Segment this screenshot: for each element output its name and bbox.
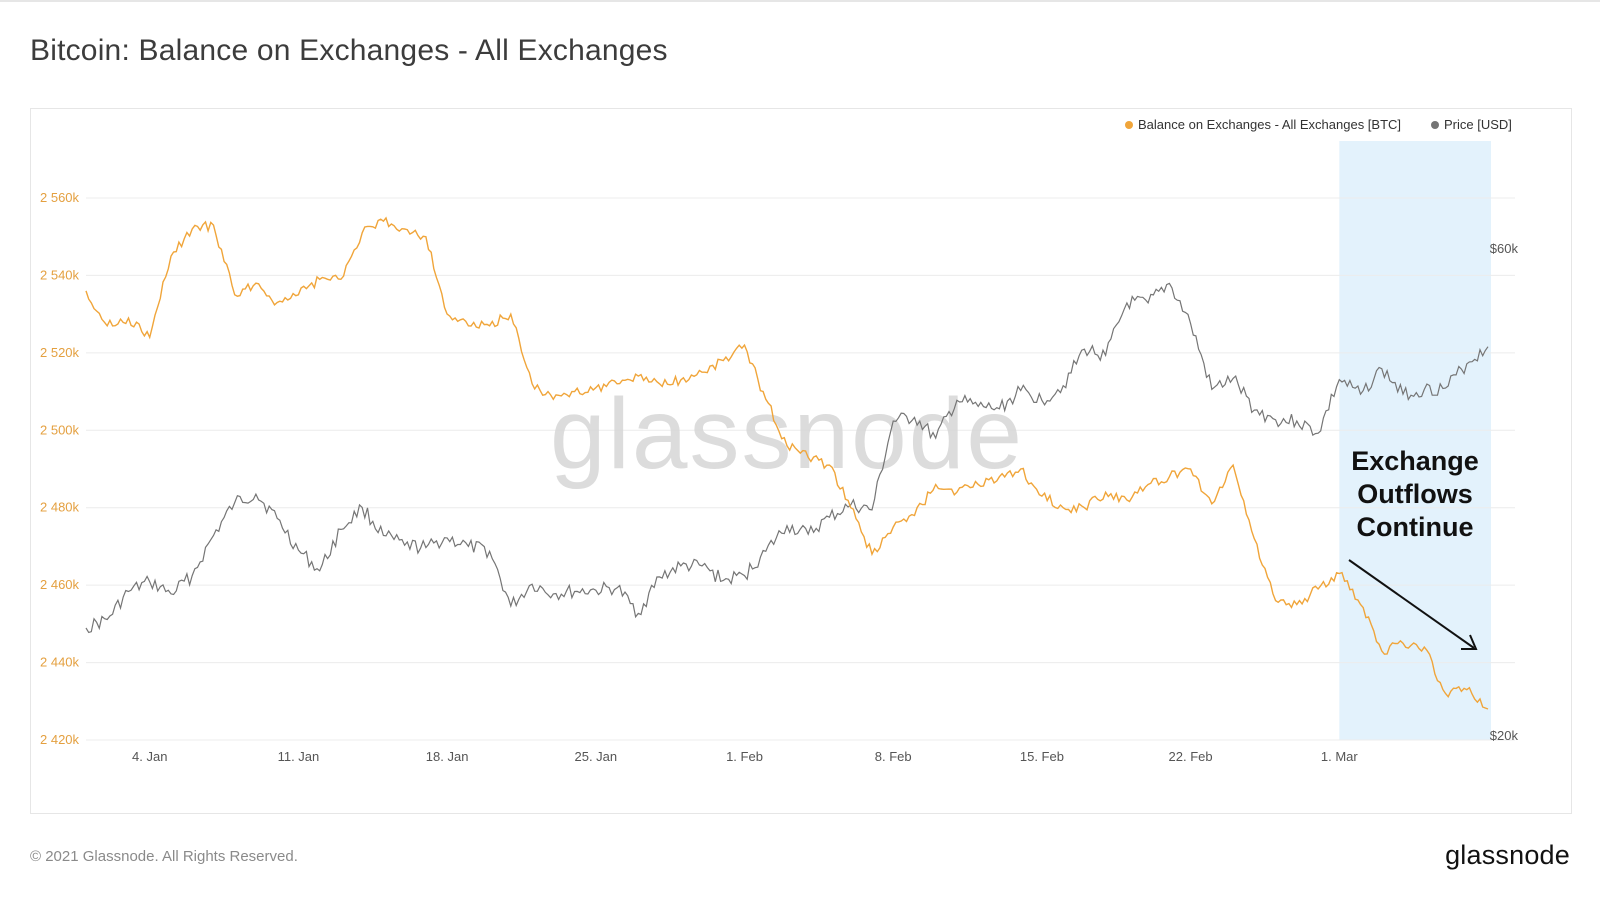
- legend-label: Price [USD]: [1444, 117, 1512, 132]
- x-tick-label: 4. Jan: [132, 749, 167, 764]
- legend-marker: [1125, 121, 1133, 129]
- series-line-balance: [85, 216, 1489, 710]
- y-left-tick-label: 2 480k: [40, 500, 80, 515]
- grid-lines: [86, 197, 1515, 741]
- x-tick-label: 25. Jan: [574, 749, 617, 764]
- y-axis-right: $20k $60k: [1490, 241, 1519, 743]
- highlight-region: [1339, 141, 1491, 740]
- legend: Balance on Exchanges - All Exchanges [BT…: [1125, 117, 1512, 132]
- annotation-arrow-head: [1461, 634, 1478, 650]
- chart-panel: [30, 108, 1572, 814]
- y-right-tick-label: $20k: [1490, 728, 1519, 743]
- y-left-tick-label: 2 540k: [40, 267, 80, 282]
- series-line-price: [85, 282, 1489, 634]
- y-left-tick-label: 2 440k: [40, 655, 80, 670]
- legend-marker: [1431, 121, 1439, 129]
- glassnode-logo: glassnode: [1445, 840, 1570, 870]
- x-axis: 4. Jan 11. Jan 18. Jan 25. Jan 1. Feb 8. Feb 1…: [132, 749, 1358, 764]
- top-border: [0, 0, 1600, 2]
- y-left-tick-label: 2 520k: [40, 345, 80, 360]
- y-right-tick-label: $60k: [1490, 241, 1519, 256]
- x-tick-label: 18. Jan: [426, 749, 469, 764]
- y-left-tick-label: 2 460k: [40, 577, 80, 592]
- annotation-line-1: Exchange: [1351, 446, 1479, 476]
- x-tick-label: 11. Jan: [278, 749, 320, 764]
- x-tick-label: 15. Feb: [1020, 749, 1064, 764]
- y-left-tick-label: 2 560k: [40, 190, 80, 205]
- annotation-arrow-shaft: [1348, 559, 1475, 649]
- annotation: Exchange Outflows Continue: [1348, 446, 1479, 650]
- footer-copyright: © 2021 Glassnode. All Rights Reserved.: [30, 848, 298, 865]
- legend-label: Balance on Exchanges - All Exchanges [BT…: [1138, 117, 1401, 132]
- glassnode-watermark: glassnode: [550, 378, 1024, 490]
- x-tick-label: 1. Feb: [726, 749, 763, 764]
- annotation-line-2: Outflows: [1357, 479, 1473, 509]
- y-left-tick-label: 2 500k: [40, 422, 80, 437]
- annotation-line-3: Continue: [1357, 512, 1474, 542]
- x-tick-label: 1. Mar: [1321, 749, 1359, 764]
- x-tick-label: 8. Feb: [875, 749, 912, 764]
- y-left-tick-label: 2 420k: [40, 732, 80, 747]
- x-tick-label: 22. Feb: [1169, 749, 1213, 764]
- page-title: Bitcoin: Balance on Exchanges - All Exch…: [30, 34, 668, 67]
- y-axis-left: 2 420k 2 440k 2 460k 2 480k 2 500k 2 520k 2 54…: [40, 190, 80, 747]
